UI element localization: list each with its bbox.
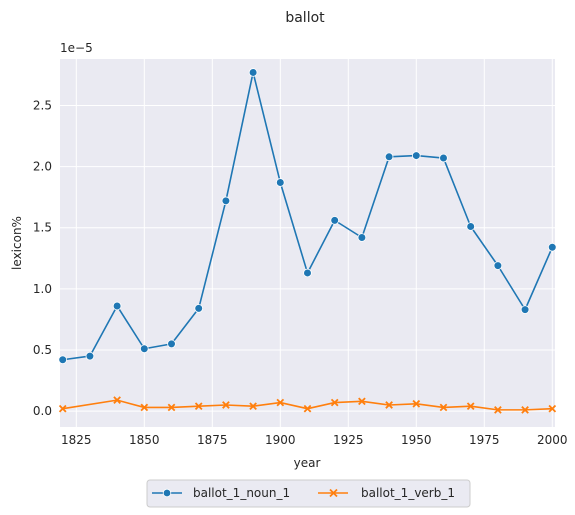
point-1-1900	[276, 398, 285, 407]
point-1-2000	[548, 404, 557, 413]
point-0-1910	[303, 268, 312, 278]
x-axis-label: year	[294, 456, 321, 470]
legend-box	[146, 479, 471, 508]
y-tick-label-3: 1.5	[33, 221, 52, 235]
point-1-1860	[167, 403, 176, 412]
point-0-1960	[439, 153, 448, 163]
y-tick-label-5: 2.5	[33, 98, 52, 112]
point-1-1930	[358, 397, 366, 406]
chart-title: ballot	[285, 10, 325, 26]
plot-area	[60, 59, 555, 427]
point-0-1930	[357, 233, 367, 242]
point-1-1870	[194, 402, 203, 411]
legend: ballot_1_noun_1 ballot_1_verb_1	[146, 479, 471, 508]
x-tick-label-1975: 1975	[469, 433, 500, 447]
point-0-1830	[85, 351, 95, 361]
y-axis-label: lexicon%	[10, 216, 24, 270]
legend-label-noun: ballot_1_noun_1	[193, 486, 290, 500]
point-0-1990	[520, 305, 530, 314]
point-1-1820	[58, 404, 67, 413]
x-tick-label-2000: 2000	[537, 433, 568, 447]
y-tick-label-1: 0.5	[33, 343, 52, 357]
x-tick-labels: 1825 1850 1875 1900 1925 1950 1975 2000	[61, 433, 568, 447]
x-tick-label-1850: 1850	[129, 433, 160, 447]
y-offset-label: 1e−5	[60, 41, 93, 55]
point-1-1980	[494, 406, 502, 414]
legend-label-verb: ballot_1_verb_1	[361, 486, 455, 500]
point-0-1890	[248, 68, 258, 77]
point-0-1940	[384, 152, 394, 162]
point-1-1960	[439, 403, 448, 412]
x-tick-label-1900: 1900	[265, 433, 296, 447]
grid-lines	[60, 59, 555, 427]
legend-marker-verb	[329, 488, 338, 498]
point-0-2000	[547, 242, 557, 252]
point-0-1840	[112, 301, 122, 311]
point-0-1980	[493, 261, 503, 270]
point-1-1950	[412, 399, 421, 408]
x-tick-label-1950: 1950	[401, 433, 432, 447]
point-0-1970	[466, 222, 475, 231]
point-1-1940	[385, 401, 393, 409]
point-1-1970	[466, 402, 475, 411]
point-0-1860	[167, 339, 176, 349]
point-1-1990	[521, 406, 529, 414]
point-0-1950	[411, 151, 421, 160]
point-1-1910	[303, 404, 312, 413]
y-tick-label-0: 0.0	[33, 404, 52, 418]
x-tick-label-1925: 1925	[333, 433, 364, 447]
point-0-1900	[276, 178, 285, 187]
legend-marker-noun	[162, 488, 172, 498]
point-0-1870	[194, 304, 204, 313]
series-line-ballot_1_verb_1	[62, 399, 553, 411]
x-tick-label-1825: 1825	[61, 433, 92, 447]
point-0-1850	[140, 344, 149, 354]
series-layer	[58, 68, 557, 414]
series-ballot_1_noun_1	[58, 68, 557, 365]
y-tick-label-4: 2.0	[33, 160, 52, 174]
point-0-1880	[221, 196, 231, 206]
point-0-1920	[330, 216, 339, 225]
y-tick-labels: 0.0 0.5 1.0 1.5 2.0 2.5	[33, 98, 52, 418]
point-0-1820	[58, 355, 68, 365]
point-1-1880	[222, 401, 230, 409]
point-1-1850	[140, 403, 149, 412]
point-1-1890	[249, 402, 257, 411]
x-tick-label-1875: 1875	[197, 433, 228, 447]
y-tick-label-2: 1.0	[33, 282, 52, 296]
point-1-1920	[330, 398, 339, 407]
point-1-1840	[113, 396, 121, 404]
series-ballot_1_verb_1	[58, 396, 557, 414]
